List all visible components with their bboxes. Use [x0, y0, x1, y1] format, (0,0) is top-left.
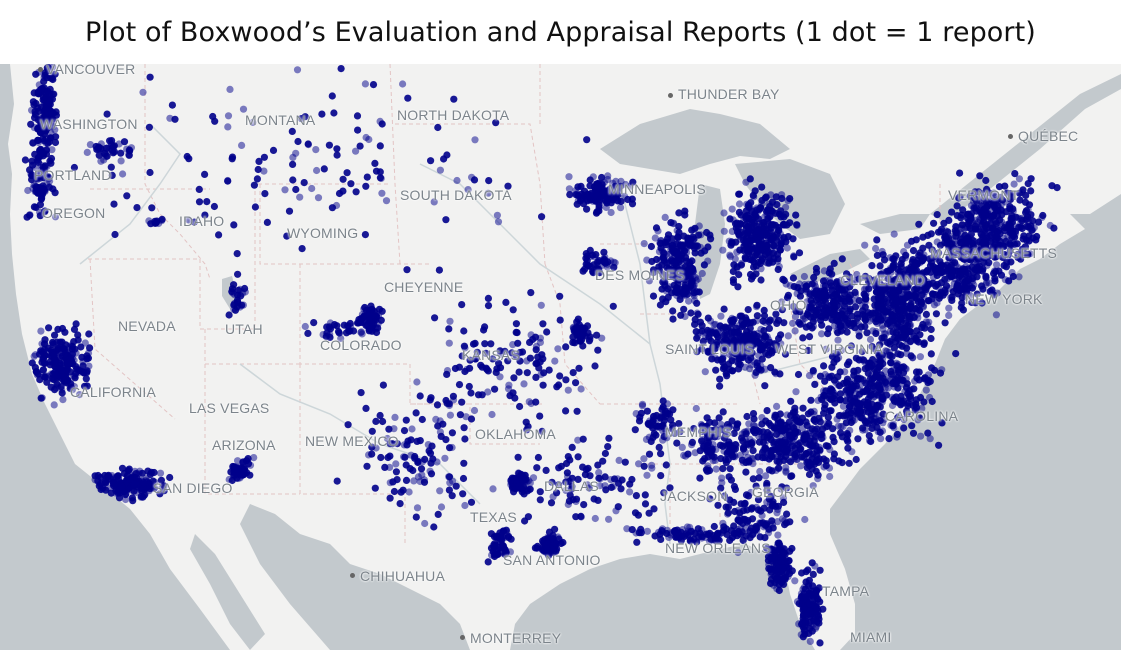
label-dallas: DALLAS — [544, 478, 599, 494]
label-vancouver: VANCOUVER — [46, 64, 136, 77]
city-marker — [1008, 134, 1013, 139]
city-marker — [668, 93, 673, 98]
label-california: CALIFORNIA — [70, 384, 157, 400]
label-jackson: JACKSON — [660, 488, 728, 504]
label-nevada: NEVADA — [118, 318, 176, 334]
label-north-dakota: NORTH DAKOTA — [397, 107, 510, 123]
label-san-antonio: SAN ANTONIO — [503, 552, 601, 568]
label-west-virginia: WEST VIRGINIA — [775, 341, 884, 357]
label-idaho: IDAHO — [179, 213, 225, 229]
label-texas: TEXAS — [470, 509, 517, 525]
rivers — [79, 123, 841, 545]
label-monterrey: MONTERREY — [470, 630, 562, 646]
label-colorado: COLORADO — [320, 337, 402, 353]
label-vermont: VERMONT — [948, 187, 1020, 203]
label-massachusetts: MASSACHUSETTS — [930, 245, 1058, 261]
label-chihuahua: CHIHUAHUA — [360, 568, 446, 584]
label-ohio: OHIO — [770, 297, 807, 313]
label-des-moines: DES MOINES — [595, 267, 685, 283]
label-tampa: TAMPA — [822, 583, 870, 599]
label-wyoming: WYOMING — [287, 225, 359, 241]
label-thunder-bay: THUNDER BAY — [678, 86, 780, 102]
report-dots-layer — [21, 64, 1061, 647]
lake-ontario — [860, 214, 930, 234]
city-marker — [460, 635, 465, 640]
city-marker — [38, 67, 43, 72]
label-washington: WASHINGTON — [40, 116, 138, 132]
label-minneapolis: MINNEAPOLIS — [608, 181, 706, 197]
label-las-vegas: LAS VEGAS — [189, 400, 270, 416]
label-new-orleans: NEW ORLEANS — [665, 540, 771, 556]
label-saint-louis: SAINT LOUIS — [665, 341, 755, 357]
label-utah: UTAH — [225, 321, 263, 337]
chart-title: Plot of Boxwood’s Evaluation and Apprais… — [85, 17, 1036, 48]
city-marker — [350, 573, 355, 578]
map-canvas[interactable]: VANCOUVER WASHINGTON PORTLAND OREGON IDA… — [0, 64, 1121, 650]
label-cleveland: CLEVELAND — [840, 272, 926, 288]
label-cheyenne: CHEYENNE — [384, 279, 464, 295]
label-miami: MIAMI — [850, 629, 892, 645]
label-memphis: MEMPHIS — [665, 424, 732, 440]
label-oregon: OREGON — [42, 205, 106, 221]
label-georgia: GEORGIA — [752, 484, 819, 500]
label-kansas: KANSAS — [462, 347, 520, 363]
label-new-york: NEW YORK — [965, 291, 1043, 307]
label-arizona: ARIZONA — [212, 437, 276, 453]
label-carolina: CAROLINA — [885, 408, 959, 424]
label-south-dakota: SOUTH DAKOTA — [400, 187, 512, 203]
label-portland: PORTLAND — [34, 167, 112, 183]
lake-superior — [600, 109, 790, 174]
st-lawrence — [930, 74, 1121, 222]
label-montana: MONTANA — [245, 112, 316, 128]
gulf-of-california — [190, 534, 265, 650]
label-new-mexico: NEW MEXICO — [305, 433, 399, 449]
label-quebec: QUÉBEC — [1018, 128, 1079, 144]
label-oklahoma: OKLAHOMA — [475, 426, 556, 442]
label-san-diego: SAN DIEGO — [153, 480, 233, 496]
